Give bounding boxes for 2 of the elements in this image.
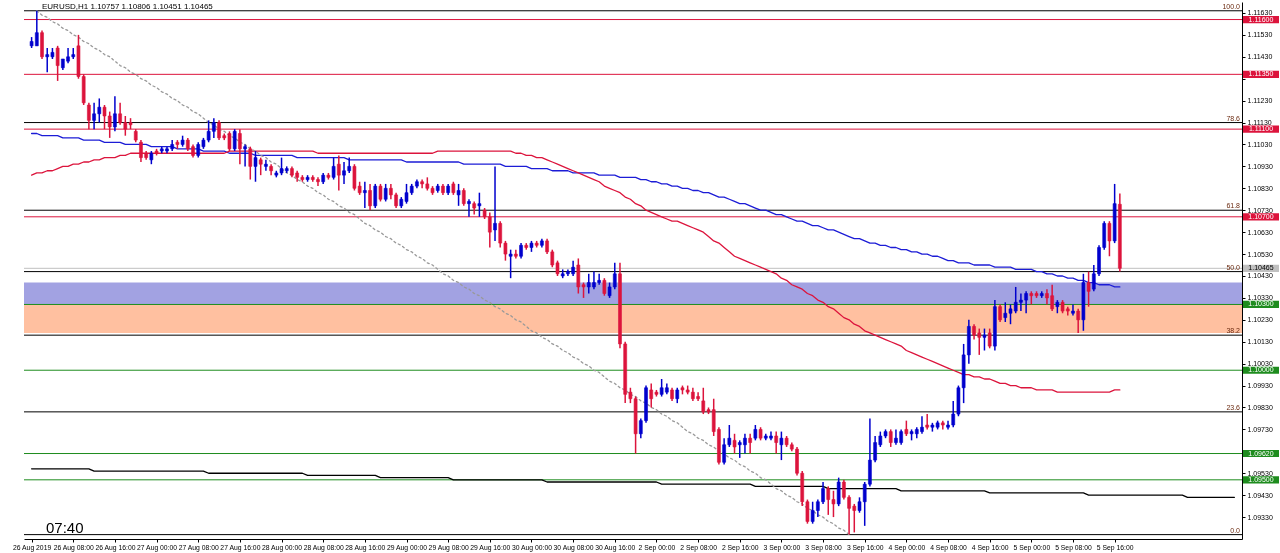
chart-title: EURUSD,H1 1.10757 1.10806 1.10451 1.10465 [42, 2, 214, 11]
annotation: 07:40 [46, 519, 84, 536]
